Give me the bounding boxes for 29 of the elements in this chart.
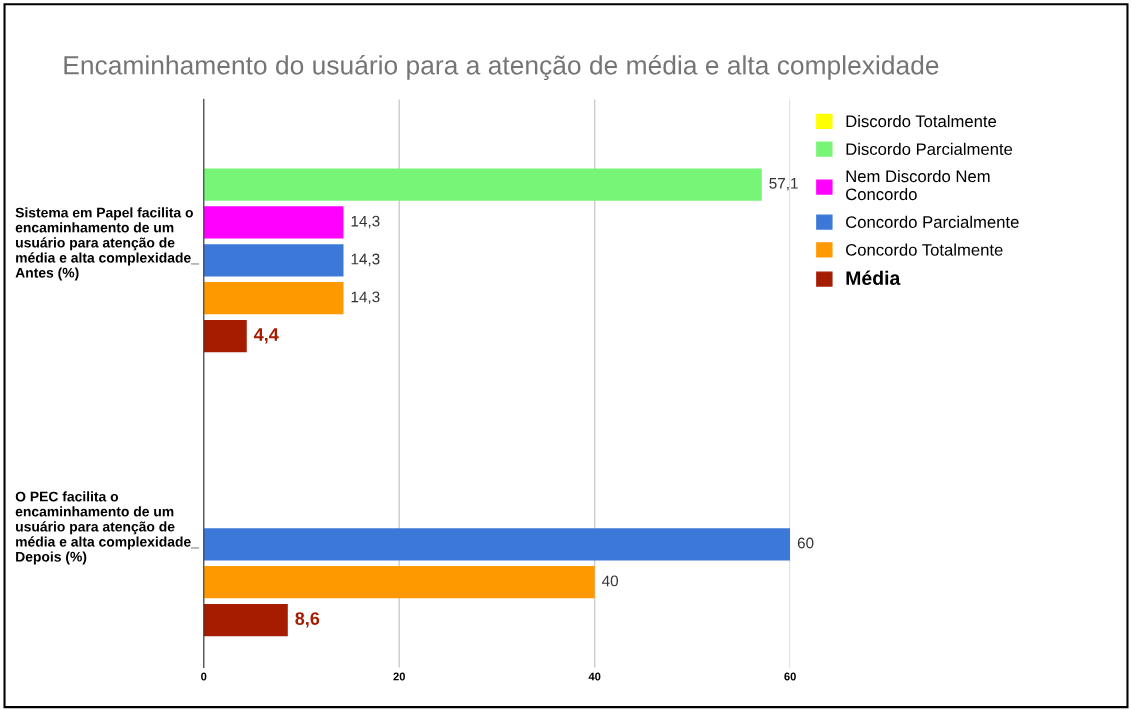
- x-tick-label: 40: [588, 672, 601, 681]
- bar: [203, 319, 247, 353]
- legend-label: Discordo Parcialmente: [846, 142, 1013, 156]
- legend-label: Nem Discordo Nem Concordo: [846, 169, 990, 201]
- x-tick-label: 0: [201, 672, 207, 681]
- data-label: 40: [601, 575, 619, 587]
- x-tick-label: 60: [784, 672, 796, 681]
- data-label: 14,3: [351, 291, 380, 305]
- data-label: 57,1: [769, 178, 798, 191]
- legend-label: Discordo Totalmente: [846, 114, 997, 128]
- chart-title: Encaminhamento do usuário para a atenção de média e alta complexidade: [64, 54, 939, 80]
- data-label: 8,6: [295, 612, 320, 628]
- y-tick-label: O PEC facilita o encaminhamento de um usuário para atenção de média e alta complexidade_ Depois (%): [15, 491, 200, 565]
- data-label: 60: [797, 537, 814, 549]
- data-label: 14,3: [351, 253, 380, 267]
- legend-label: Concordo Totalmente: [846, 243, 1003, 256]
- legend-label: Média: [846, 270, 901, 285]
- bar: [203, 168, 762, 201]
- bar: [203, 206, 344, 239]
- bar: [203, 244, 344, 277]
- legend-label: Concordo Parcialmente: [846, 215, 1019, 228]
- bar: [203, 603, 288, 637]
- x-tick-label: 20: [393, 672, 405, 681]
- bar: [203, 528, 791, 561]
- data-label: 14,3: [351, 215, 380, 229]
- data-label: 4,4: [253, 328, 279, 344]
- y-tick-label: Sistema em Papel facilita o encaminhamento de um usuário para atenção de média e alta complexidade_ Antes (%): [15, 207, 200, 281]
- bar: [203, 282, 344, 315]
- bar: [203, 566, 595, 599]
